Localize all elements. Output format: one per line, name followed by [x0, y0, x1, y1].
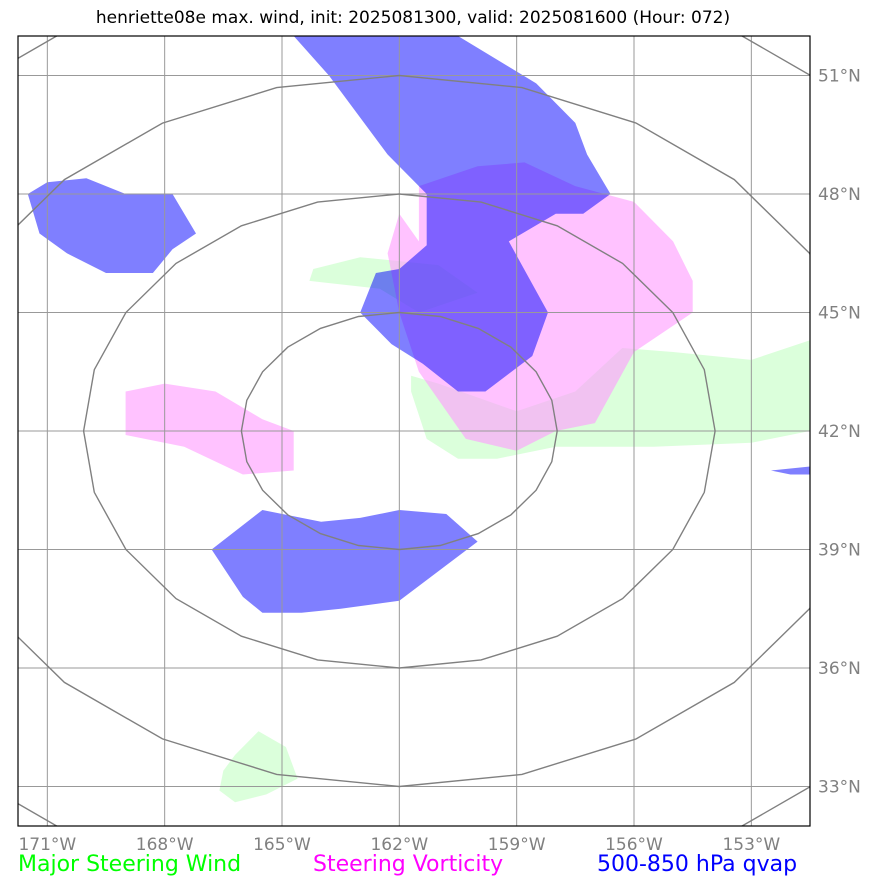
legend-steering-wind: Major Steering Wind	[18, 852, 242, 877]
lon-tick-label: 153°W	[722, 835, 780, 855]
lat-tick-label: 33°N	[818, 778, 861, 798]
lat-tick-label: 51°N	[818, 67, 861, 87]
lon-tick-label: 165°W	[253, 835, 311, 855]
lon-tick-labels: 171°W 168°W 165°W 162°W 159°W 156°W 153°W	[18, 835, 780, 855]
qvap-region-0	[293, 36, 611, 392]
lat-tick-labels: 33°N 36°N 39°N 42°N 45°N 48°N 51°N	[818, 67, 861, 798]
lat-tick-label: 48°N	[818, 185, 861, 205]
steering-vorticity-region-1	[125, 383, 294, 475]
lat-tick-label: 39°N	[818, 541, 861, 561]
lat-tick-label: 42°N	[818, 422, 861, 442]
lon-tick-label: 162°W	[370, 835, 428, 855]
lon-tick-label: 156°W	[605, 835, 663, 855]
lon-tick-label: 168°W	[136, 835, 194, 855]
range-ring-0	[240, 311, 558, 551]
qvap-region-2	[211, 510, 478, 613]
legend-qvap: 500-850 hPa qvap	[597, 852, 798, 877]
qvap-region-1	[27, 178, 196, 273]
steering-wind-region-2	[219, 731, 298, 803]
map-frame	[17, 35, 811, 827]
qvap-region-3	[770, 466, 810, 475]
lat-tick-label: 45°N	[818, 304, 861, 324]
legend-steering-vorticity: Steering Vorticity	[313, 852, 504, 877]
range-ring-1	[82, 193, 716, 669]
graticule	[18, 36, 810, 826]
lat-tick-label: 36°N	[818, 659, 861, 679]
lon-tick-label: 171°W	[18, 835, 76, 855]
lon-tick-label: 159°W	[488, 835, 546, 855]
map-title: henriette08e max. wind, init: 2025081300…	[95, 8, 731, 28]
qvap-layer	[27, 36, 810, 613]
